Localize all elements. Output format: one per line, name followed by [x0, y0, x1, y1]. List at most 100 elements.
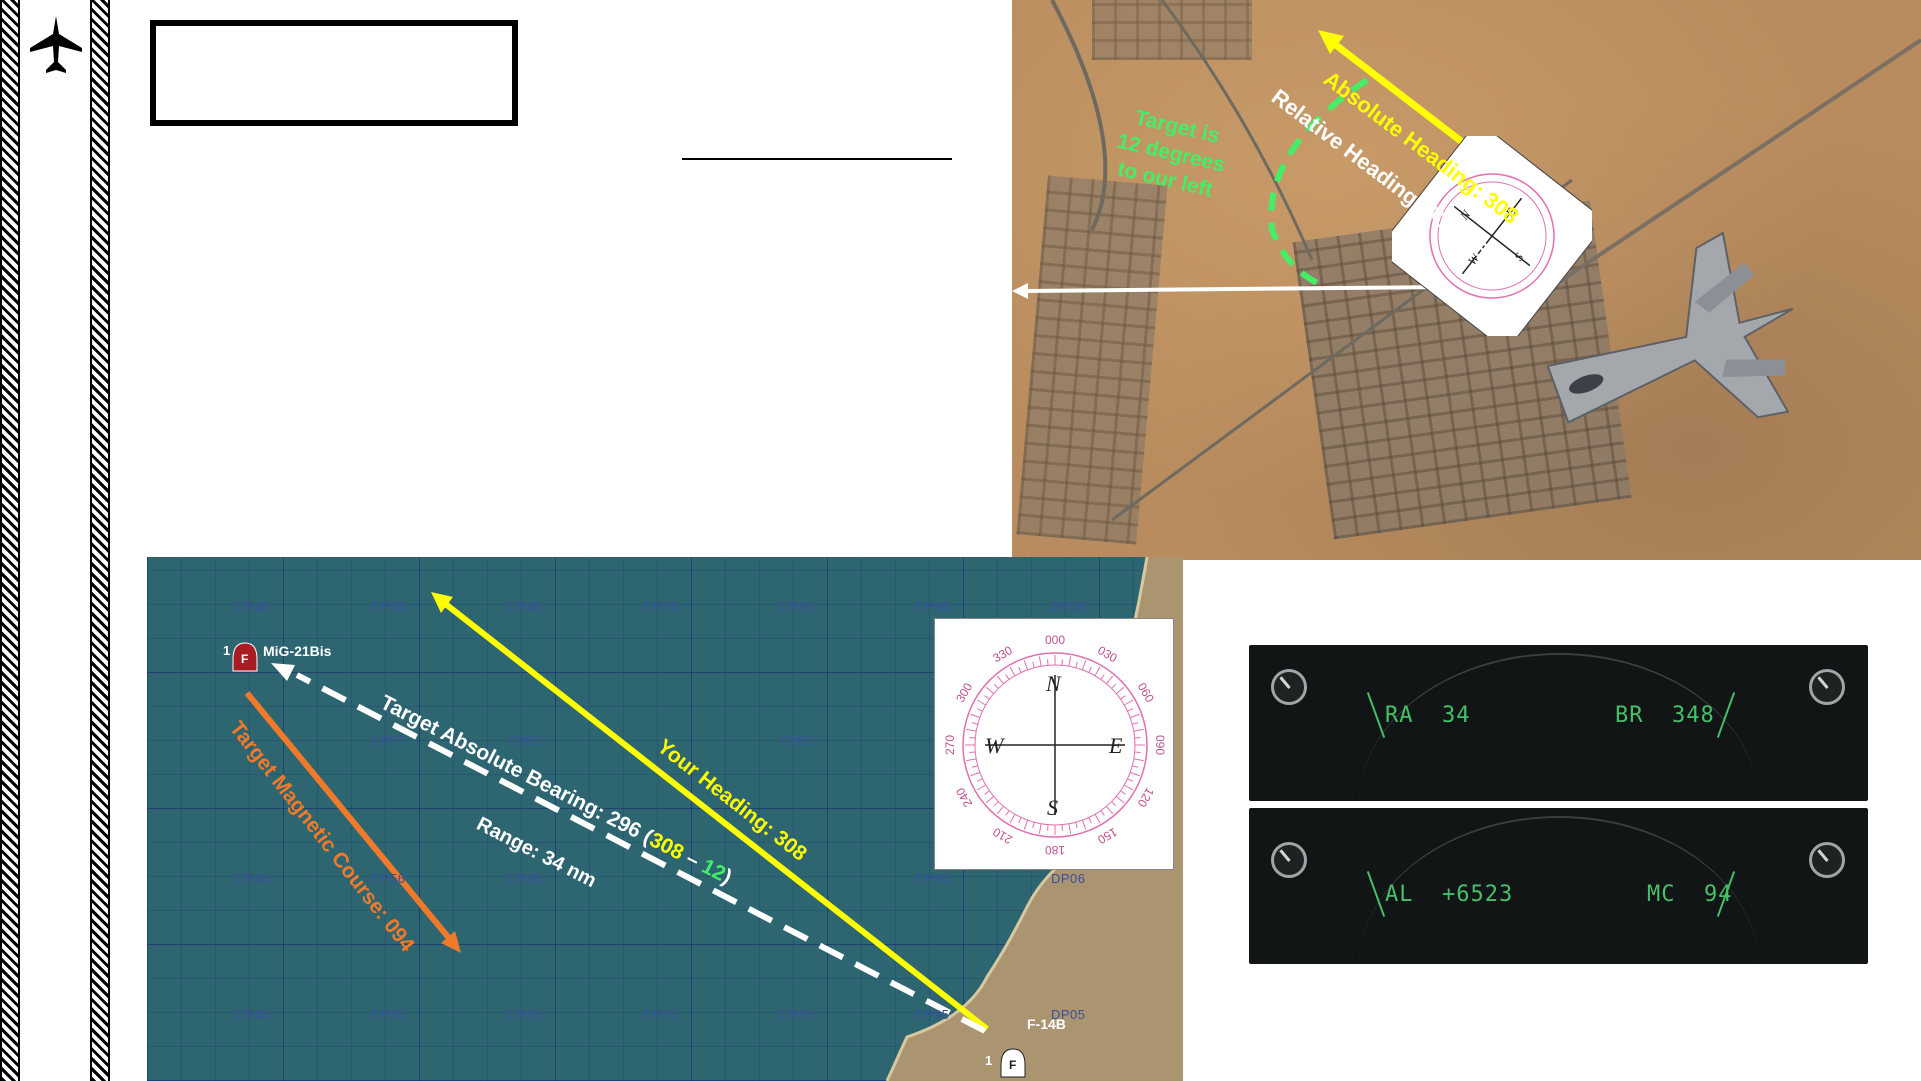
display-bracket-left	[1366, 692, 1386, 738]
compass-tick	[1068, 823, 1072, 834]
compass-tick	[1106, 675, 1114, 685]
compass-tick	[1018, 666, 1022, 673]
compass-tick	[1061, 659, 1063, 666]
right-knob[interactable]	[1809, 669, 1845, 705]
target-course-line	[244, 691, 456, 945]
compass-tick	[1081, 660, 1087, 670]
absolute-heading-arrowhead	[1318, 30, 1344, 54]
compass-number: 090	[1153, 735, 1167, 755]
right-knob[interactable]	[1809, 842, 1845, 878]
compass-number: 120	[1135, 785, 1157, 810]
compass-tick	[1130, 713, 1140, 719]
aerial-photo: N E S W Absolute Heading: 308 Relative H…	[1012, 0, 1921, 560]
compass-tick	[1132, 722, 1139, 725]
target-bearing-arrowhead	[271, 663, 295, 681]
compass-tick	[966, 758, 977, 762]
compass-tick	[1127, 708, 1134, 712]
compass-tick	[1133, 728, 1144, 732]
compass-tick	[1134, 751, 1141, 753]
own-label: F-14B	[1027, 1016, 1066, 1032]
your-heading-line	[441, 599, 989, 1032]
compass-tick	[1088, 666, 1092, 673]
compass-tick	[1134, 737, 1141, 739]
grid-label: CP78	[643, 599, 678, 614]
compass-number: 000	[1045, 633, 1065, 647]
compass-tick	[971, 722, 978, 725]
grid-label: DP08	[1051, 599, 1086, 614]
target-bearing-line	[295, 672, 987, 1034]
your-heading-arrowhead	[431, 592, 453, 613]
compass-number: 150	[1095, 825, 1120, 847]
compass-tick	[1038, 656, 1042, 667]
grid-label: CP87	[779, 733, 814, 748]
target-group-number: 1	[223, 643, 231, 658]
jet-fighter-icon	[30, 16, 82, 73]
compass-tick	[1130, 771, 1140, 777]
compass-tick	[1032, 661, 1035, 668]
target-label: MiG-21Bis	[263, 643, 332, 659]
compass-tick	[1115, 686, 1125, 694]
compass-tick	[1009, 666, 1016, 676]
road	[1530, 38, 1921, 302]
compass-tick	[976, 708, 983, 712]
compass-tick	[971, 765, 978, 768]
grid-label: CP58	[371, 599, 406, 614]
title-box	[150, 20, 518, 126]
bearing-readout: BR 348	[1615, 703, 1715, 728]
left-knob[interactable]	[1271, 669, 1307, 705]
compass-tick	[1009, 814, 1016, 824]
left-knob[interactable]	[1271, 842, 1307, 878]
display-arc	[1359, 816, 1759, 964]
town-blocks-north	[1092, 0, 1252, 60]
compass-tick	[1133, 758, 1144, 762]
compass-n: N	[1046, 671, 1061, 696]
compass-number: 300	[953, 680, 975, 705]
compass-tick	[984, 790, 990, 795]
compass-tick	[1094, 814, 1101, 824]
grid-label: CP88	[779, 599, 814, 614]
compass-tick	[1068, 656, 1072, 667]
grid-label: DP05	[1051, 1007, 1086, 1022]
grid-label: CP48	[235, 599, 270, 614]
compass-tick	[993, 801, 999, 807]
compass-tick	[1075, 661, 1078, 668]
grid-label: CP57	[371, 733, 406, 748]
grid-label: CP46	[235, 871, 270, 886]
compass-tick	[976, 784, 986, 791]
target-direction-arrowhead	[1012, 283, 1028, 299]
compass-tick	[1047, 824, 1049, 831]
compass-tick	[1018, 817, 1022, 824]
grid-label: CP96	[915, 871, 950, 886]
display-arc	[1359, 653, 1759, 801]
road	[1160, 0, 1314, 261]
target-course-arrowhead	[441, 931, 461, 953]
compass-tick	[1120, 695, 1126, 700]
compass-e: E	[1109, 733, 1123, 758]
compass-tick	[996, 675, 1004, 685]
compass-tick	[1005, 810, 1010, 816]
sidebar-hatch-left	[0, 0, 20, 1081]
grid-label: CP67	[507, 733, 542, 748]
compass-tick	[996, 805, 1004, 815]
grid-label: CP85	[779, 1007, 814, 1022]
sidebar-hatch-right	[90, 0, 110, 1081]
compass-rose: 000 030 060 090 120 150 180 210 240 270 300 330	[943, 633, 1167, 857]
compass-number: 060	[1135, 680, 1157, 705]
compass-tick	[1120, 790, 1126, 795]
compass-tick	[1088, 817, 1092, 824]
grid-label: CP98	[915, 599, 950, 614]
grid-label: CP45	[235, 1007, 270, 1022]
grid-label: CP56	[371, 871, 406, 886]
compass-tick	[985, 686, 995, 694]
f14-jet-image	[1546, 231, 1794, 424]
range-readout: RA 34	[1385, 703, 1471, 728]
compass-tick	[969, 737, 976, 739]
compass-tick	[1124, 784, 1134, 791]
compass-tick	[1038, 823, 1042, 834]
compass-tick	[1127, 778, 1134, 782]
compass-tick	[1023, 820, 1029, 830]
own-aircraft-marker[interactable]	[1000, 1048, 1026, 1078]
compass-w: W	[985, 733, 1004, 758]
target-marker[interactable]	[232, 642, 258, 672]
target-marker-letter: F	[241, 652, 249, 666]
